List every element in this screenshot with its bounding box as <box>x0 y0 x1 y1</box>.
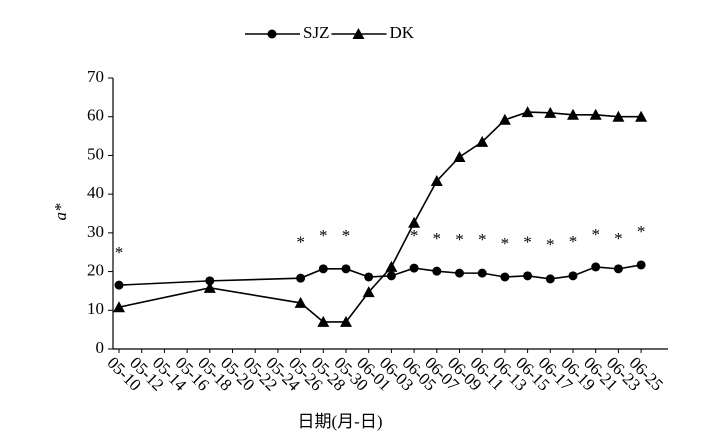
data-point <box>340 315 352 327</box>
annotation: * <box>410 226 419 245</box>
data-point <box>544 106 557 118</box>
series-line <box>118 264 642 286</box>
data-point <box>386 271 396 281</box>
data-point <box>114 280 124 290</box>
series-line <box>118 111 642 323</box>
data-point <box>589 108 602 120</box>
data-point <box>545 274 555 284</box>
data-point <box>453 150 466 162</box>
data-point <box>364 272 374 282</box>
data-point <box>362 286 375 298</box>
data-point <box>476 135 489 147</box>
annotation: * <box>115 243 124 262</box>
annotation: * <box>546 235 555 254</box>
legend-label: SJZ <box>303 23 329 42</box>
annotation: * <box>478 230 487 249</box>
data-point <box>430 174 443 186</box>
annotation: * <box>342 226 351 245</box>
legend-marker <box>267 29 277 39</box>
y-tick-label: 30 <box>87 222 104 241</box>
y-tick-label: 70 <box>87 67 104 86</box>
data-point <box>113 301 125 313</box>
annotation: * <box>614 229 623 248</box>
data-point <box>341 264 351 274</box>
data-point <box>409 263 419 273</box>
data-point <box>523 271 533 281</box>
annotation: * <box>523 233 532 252</box>
annotation: * <box>433 229 442 248</box>
data-point <box>294 296 307 308</box>
data-point <box>477 268 487 278</box>
annotation: * <box>319 226 328 245</box>
data-point <box>385 260 398 272</box>
annotation: * <box>501 234 510 253</box>
data-point <box>408 216 421 228</box>
data-point <box>612 110 625 122</box>
y-axis-label: a* <box>51 203 70 221</box>
data-point <box>318 264 328 274</box>
y-tick-label: 50 <box>87 144 104 163</box>
x-axis-label: 日期(月-日) <box>298 412 383 431</box>
y-tick-label: 10 <box>87 299 104 318</box>
annotation: * <box>569 232 578 251</box>
data-point <box>432 266 442 276</box>
annotation: * <box>637 222 646 241</box>
y-tick-label: 40 <box>87 183 104 202</box>
data-point <box>203 281 216 293</box>
data-point <box>205 276 215 286</box>
data-point <box>636 260 646 270</box>
data-point <box>591 262 601 272</box>
y-tick-label: 20 <box>87 260 104 279</box>
data-point <box>521 106 534 118</box>
data-point <box>635 110 648 122</box>
data-point <box>568 271 578 281</box>
annotation: * <box>296 233 305 252</box>
y-tick-label: 0 <box>96 338 105 357</box>
data-point <box>296 273 306 283</box>
y-tick-label: 60 <box>87 106 104 125</box>
data-point <box>455 268 464 278</box>
data-point <box>498 113 511 125</box>
annotation: * <box>591 225 600 244</box>
annotation: * <box>455 230 464 249</box>
data-point <box>317 315 330 327</box>
data-point <box>613 264 623 274</box>
data-point <box>567 108 579 120</box>
data-point <box>500 272 510 282</box>
legend-marker <box>352 28 365 39</box>
legend-label: DK <box>389 23 414 42</box>
